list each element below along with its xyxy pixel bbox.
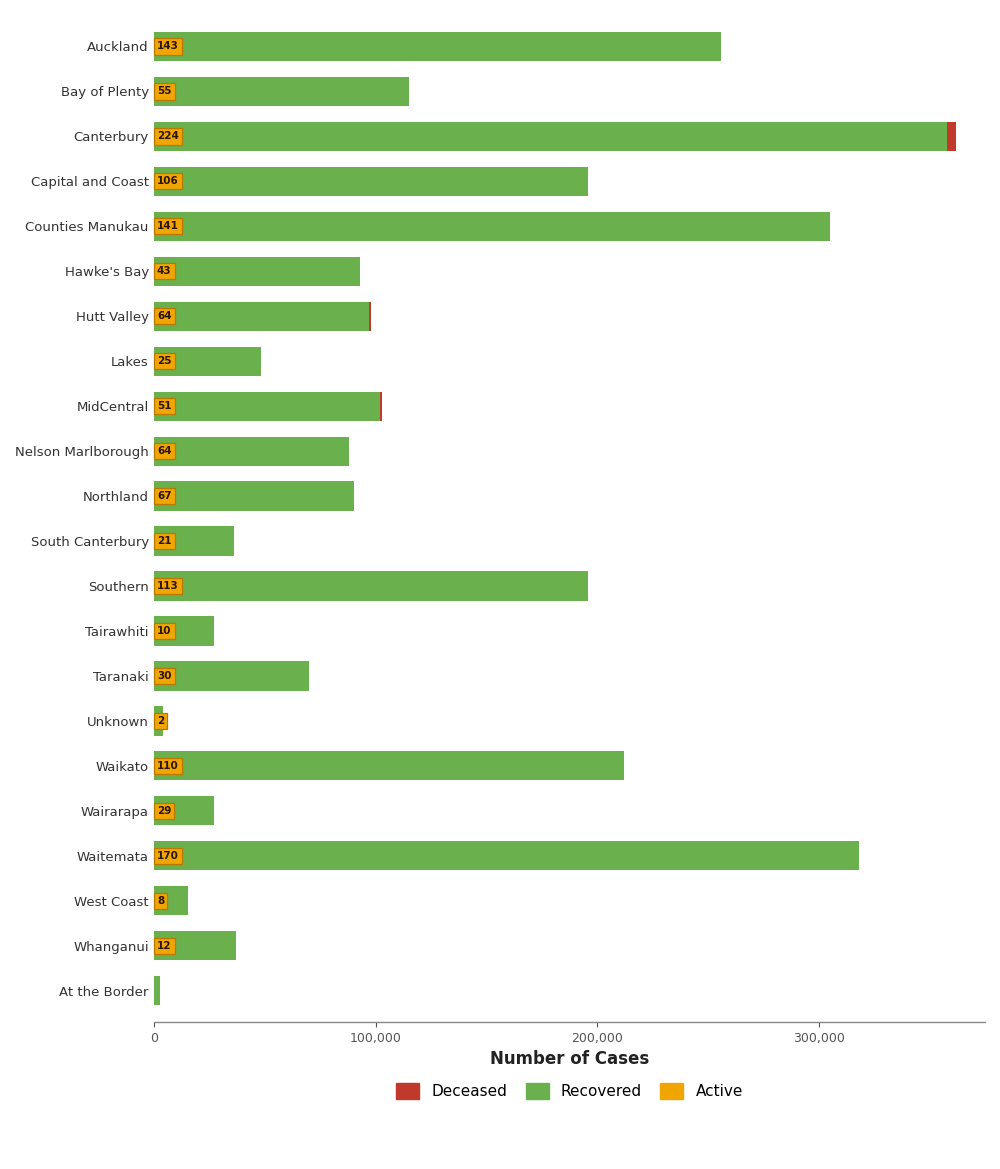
Bar [154,346,261,375]
Bar [154,526,234,555]
Bar [154,796,214,825]
Bar [947,122,956,151]
Bar [154,662,309,691]
X-axis label: Number of Cases: Number of Cases [490,1051,649,1068]
Bar [154,436,349,465]
Text: 67: 67 [157,491,172,502]
Bar [369,302,371,331]
Text: 2: 2 [157,715,164,726]
Text: 113: 113 [157,581,179,592]
Bar [154,482,354,511]
Text: 141: 141 [157,221,179,231]
Text: 106: 106 [157,177,179,186]
Bar [154,616,214,645]
Text: 110: 110 [157,761,179,770]
Text: 51: 51 [157,401,171,411]
Text: 43: 43 [157,267,172,276]
Text: 170: 170 [157,851,179,860]
Text: 64: 64 [157,447,172,456]
Bar [154,932,236,961]
Bar [154,752,624,781]
Text: 10: 10 [157,625,171,636]
Text: 64: 64 [157,311,172,321]
Bar [154,302,371,331]
Bar [154,976,160,1005]
Text: 30: 30 [157,671,171,682]
Bar [154,77,409,106]
Text: 8: 8 [157,895,164,906]
Bar [154,842,859,871]
Bar [154,257,360,286]
Text: 12: 12 [157,941,171,950]
Text: 29: 29 [157,805,171,816]
Text: 21: 21 [157,537,171,546]
Bar [154,167,588,196]
Bar [380,392,382,421]
Text: 224: 224 [157,131,179,141]
Bar [154,32,721,61]
Text: 55: 55 [157,87,171,96]
Bar [154,572,588,601]
Bar [154,392,382,421]
Bar [154,212,830,241]
Legend: Deceased, Recovered, Active: Deceased, Recovered, Active [390,1077,749,1105]
Bar [154,886,188,915]
Bar [154,706,163,735]
Bar [154,122,956,151]
Text: 143: 143 [157,41,179,51]
Text: 25: 25 [157,357,171,366]
